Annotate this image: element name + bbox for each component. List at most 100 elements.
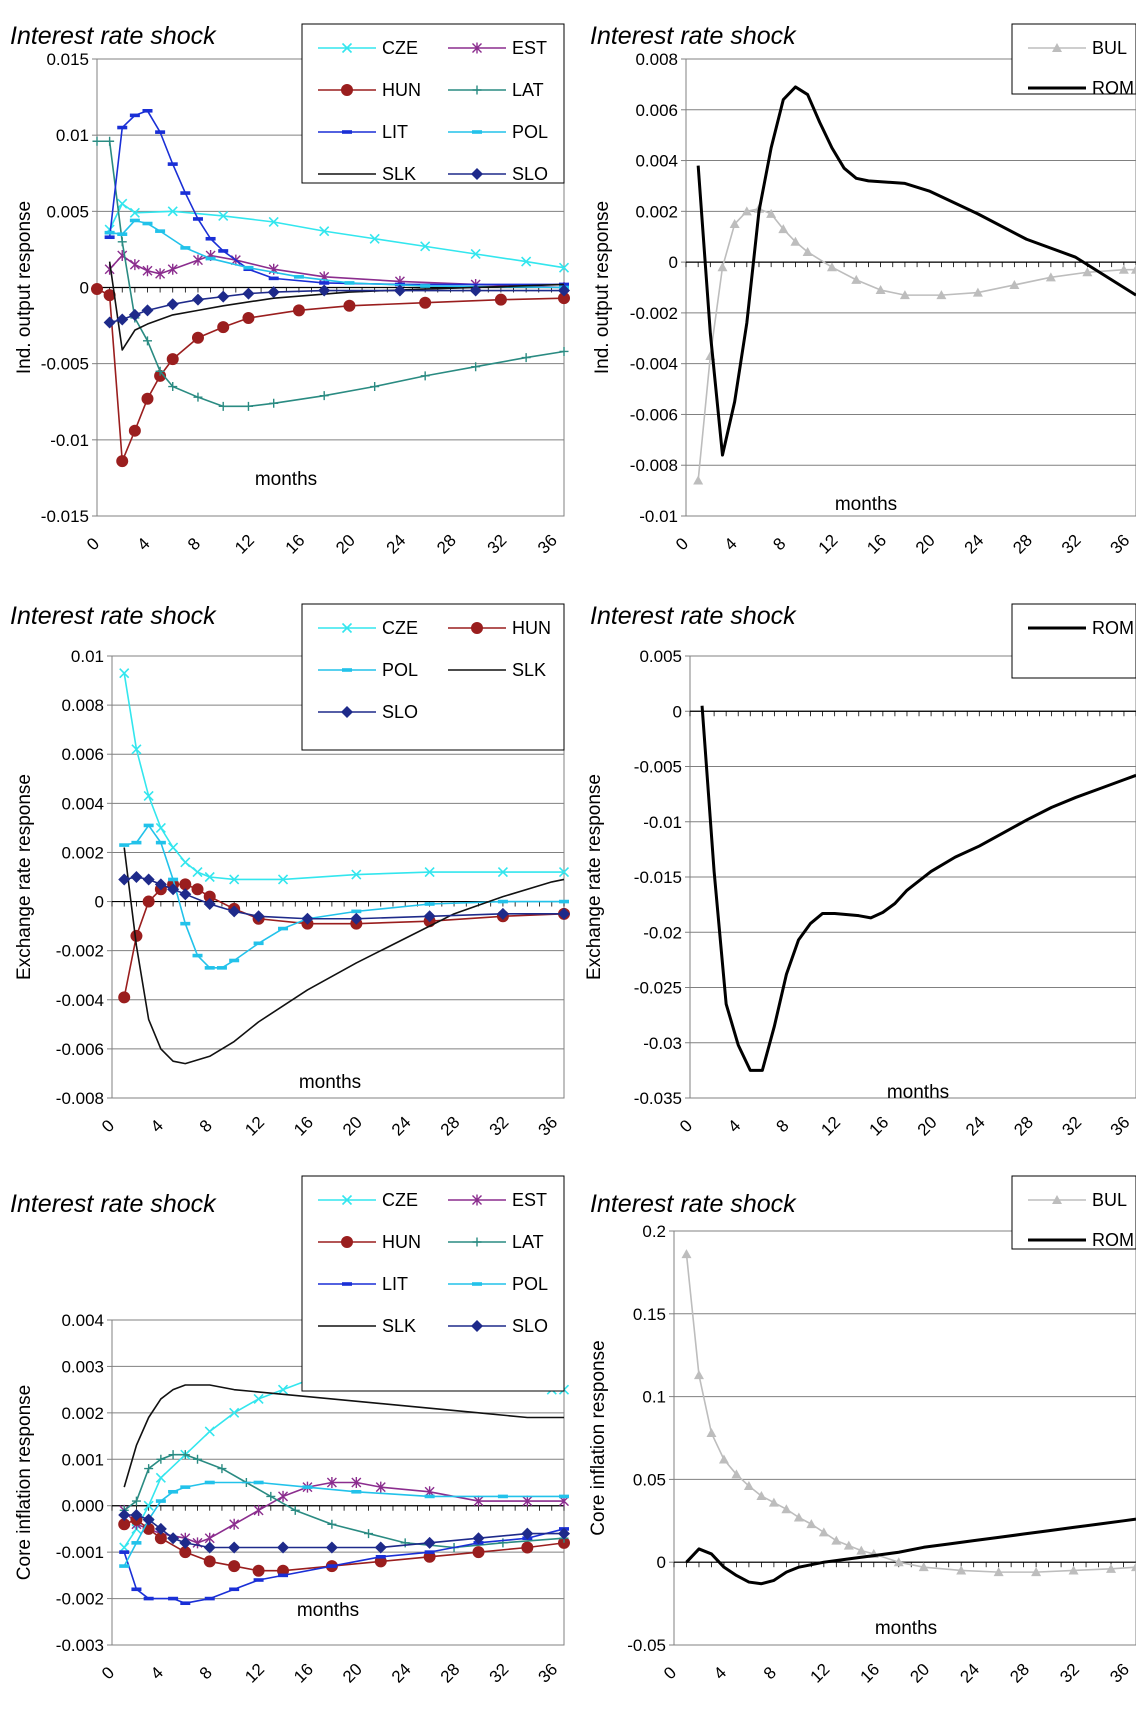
data-point-pol <box>204 966 215 970</box>
data-point-pol <box>180 1485 191 1489</box>
data-point-slo <box>558 907 570 920</box>
series-bul <box>681 1249 1136 1577</box>
y-tick-label: -0.025 <box>634 979 682 998</box>
x-tick-label: 24 <box>962 1113 989 1140</box>
data-point-lit <box>559 282 569 287</box>
x-tick-label: 36 <box>534 1660 561 1687</box>
y-tick-label: 0.01 <box>56 126 89 145</box>
data-point-cze <box>155 822 166 833</box>
series-slo <box>118 1509 570 1554</box>
legend-box <box>1011 603 1136 679</box>
data-point-hun <box>521 1541 534 1554</box>
legend: BUL ROM <box>1011 23 1136 98</box>
legend-item-cze: CZE <box>318 38 418 58</box>
data-point-bul <box>972 287 983 297</box>
data-point-pol <box>131 840 142 845</box>
x-tick-label: 24 <box>383 531 410 558</box>
legend-item-rom: ROM <box>1028 618 1134 638</box>
data-point-cze <box>558 262 570 273</box>
x-tick-label: 28 <box>1010 1113 1037 1140</box>
y-tick-label: 0.008 <box>61 696 104 715</box>
data-point-lat <box>168 1450 178 1460</box>
data-point-pol <box>204 1480 215 1485</box>
data-point-slo <box>116 313 129 326</box>
legend-label: HUN <box>512 618 551 638</box>
data-point-bul <box>1045 272 1056 282</box>
data-point-pol <box>180 921 191 926</box>
x-tick-label: 0 <box>672 534 692 554</box>
legend-label: LIT <box>382 122 408 142</box>
data-point-lit <box>180 191 191 195</box>
data-point-slo <box>558 284 570 297</box>
x-tick-label: 24 <box>956 1660 983 1687</box>
x-tick-label: 28 <box>433 531 460 558</box>
data-point-cze <box>253 1393 264 1404</box>
data-point-lit <box>129 113 140 118</box>
legend-label: ROM <box>1092 1230 1134 1250</box>
x-tick-label: 12 <box>815 531 842 558</box>
x-tick-label: 16 <box>863 531 890 558</box>
chart-panel-5: -0.003 -0.002 -0.001 0.000 0.001 0.002 0.003 0.… <box>10 1175 570 1687</box>
data-point-bul <box>1082 267 1093 277</box>
data-point-pol <box>205 256 216 261</box>
x-tick-label: 20 <box>339 1660 366 1687</box>
legend-label: LAT <box>512 80 544 100</box>
data-point-lit <box>229 1587 240 1592</box>
legend-item-cze: CZE <box>318 618 418 638</box>
series-rom <box>685 1517 1136 1586</box>
y-tick-label: -0.006 <box>630 405 678 424</box>
legend-item-slo: SLO <box>448 1316 548 1336</box>
x-tick-label: 0 <box>660 1663 680 1683</box>
data-point-slo <box>191 293 204 306</box>
data-point-lat <box>217 1464 227 1474</box>
data-point-bul <box>831 1535 842 1545</box>
data-point-hun <box>91 283 103 296</box>
x-tick-label: 8 <box>769 534 789 554</box>
data-point-hun <box>217 321 230 334</box>
data-point-pol <box>302 1485 313 1489</box>
data-point-est <box>129 259 140 271</box>
data-point-pol <box>559 899 569 904</box>
data-point-pol <box>216 966 227 970</box>
legend-item-lat: LAT <box>448 80 544 100</box>
x-tick-label: 12 <box>817 1113 844 1140</box>
data-point-hun <box>191 883 204 896</box>
data-point-lit <box>424 1550 435 1554</box>
data-point-lat <box>559 346 569 356</box>
legend-marker-icon <box>472 85 482 95</box>
data-point-bul <box>693 475 704 485</box>
data-point-slo <box>217 290 230 303</box>
data-point-lat <box>155 366 165 376</box>
data-point-bul <box>768 1497 779 1507</box>
data-point-cze <box>218 210 229 221</box>
series-pol <box>104 218 569 290</box>
data-point-lit <box>117 125 128 130</box>
data-point-hun <box>419 296 432 309</box>
data-point-lit <box>218 249 229 253</box>
legend-label: POL <box>382 660 418 680</box>
data-point-lat <box>92 136 102 146</box>
legend-label: SLK <box>382 1316 416 1336</box>
y-tick-label: 0 <box>673 702 682 721</box>
data-point-pol <box>278 926 289 931</box>
y-tick-label: 0.004 <box>635 152 678 171</box>
legend: CZE EST HUN LAT LIT POL SLK SLO <box>301 1175 565 1392</box>
data-point-hun <box>118 991 131 1004</box>
data-point-cze <box>129 207 140 218</box>
series-line-pol <box>109 219 565 289</box>
legend-marker-icon <box>1052 1195 1062 1204</box>
data-point-cze <box>470 248 481 260</box>
data-point-bul <box>875 285 886 295</box>
data-point-cze <box>229 874 240 885</box>
legend-item-pol: POL <box>448 122 548 142</box>
data-point-lat <box>117 237 127 247</box>
data-point-lat <box>471 362 481 372</box>
series-slo <box>103 284 570 329</box>
data-point-slo <box>423 910 436 923</box>
legend-box <box>1011 1175 1136 1250</box>
data-point-cze <box>229 1407 240 1418</box>
x-tick-label: 4 <box>724 1116 744 1136</box>
data-point-cze <box>204 1426 215 1437</box>
data-point-est <box>473 1495 484 1507</box>
chart-panel-3: -0.008 -0.006 -0.004 -0.002 0 0.002 0.004 0.006… <box>10 602 570 1140</box>
